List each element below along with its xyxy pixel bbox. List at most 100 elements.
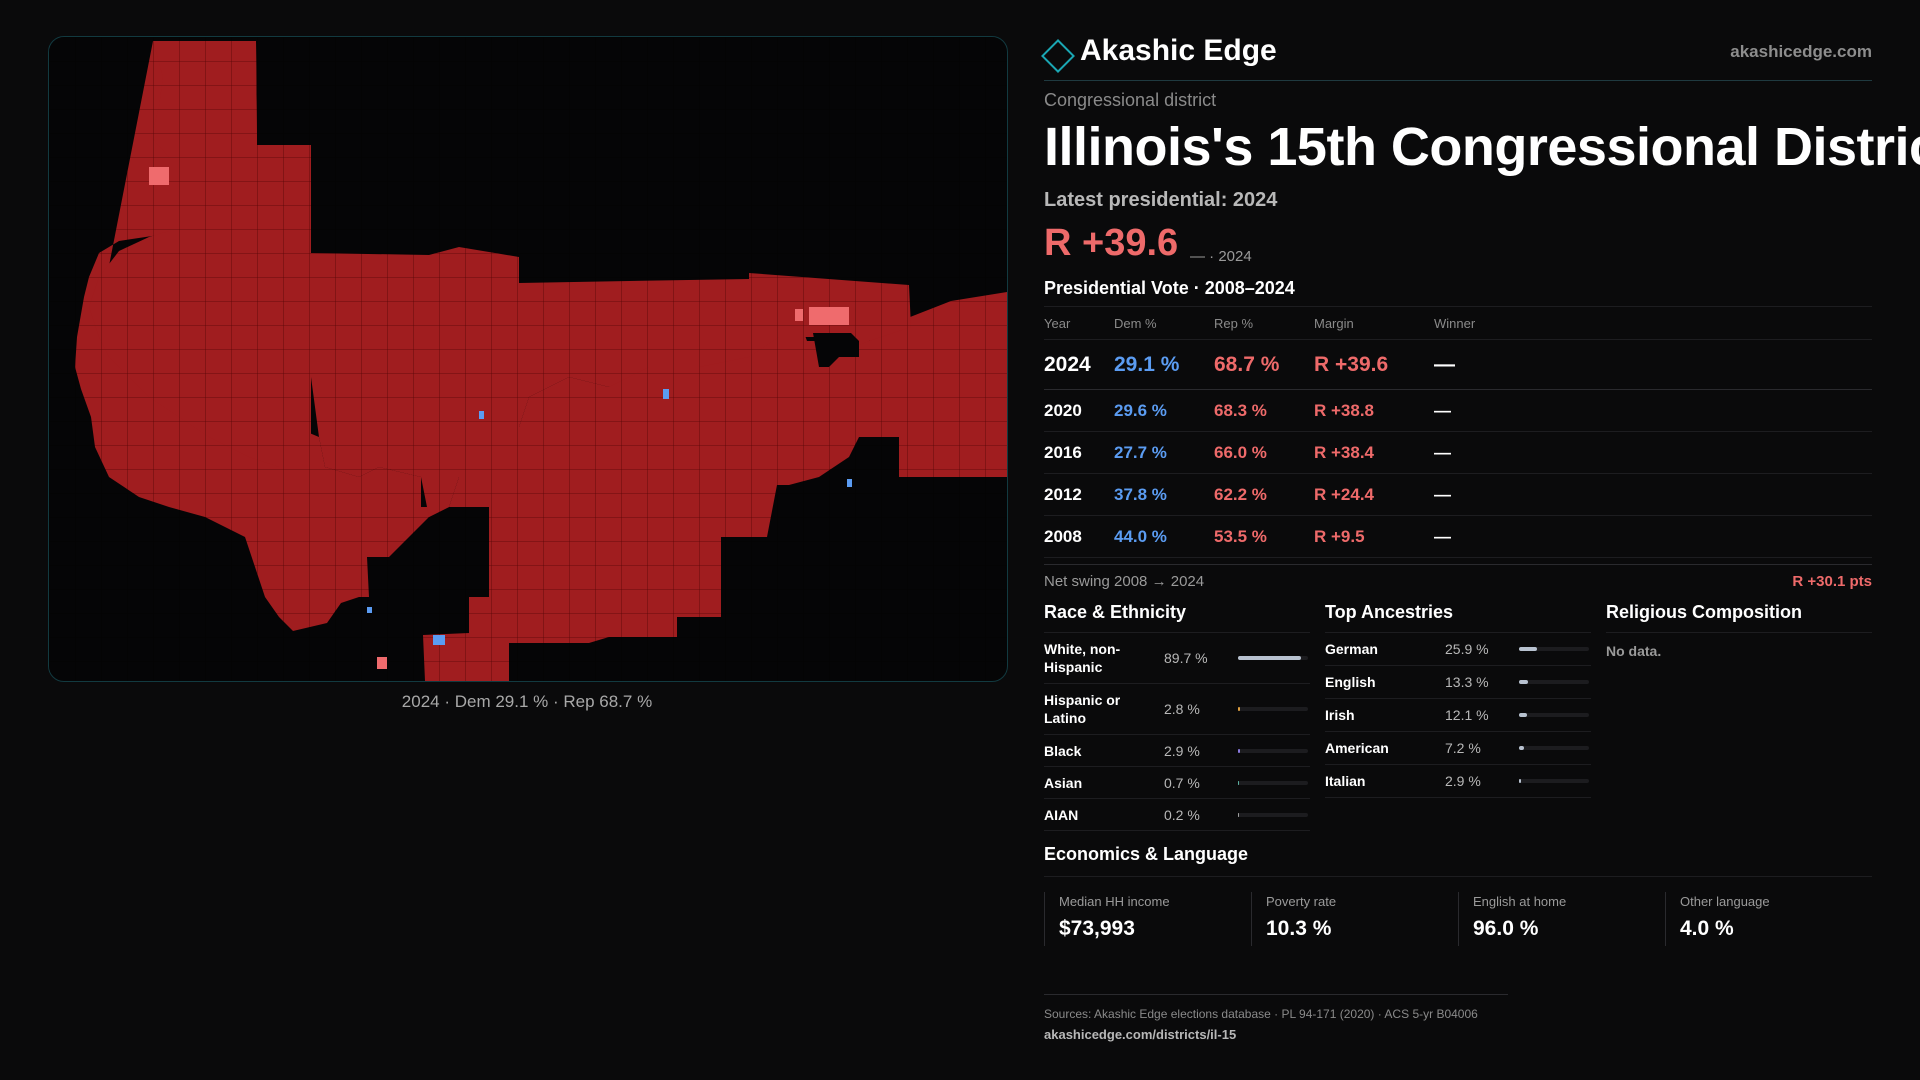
- stat-english-at-home: English at home 96.0 %: [1458, 892, 1665, 946]
- presidential-vote-title: Presidential Vote · 2008–2024: [1044, 278, 1295, 298]
- table-row: 2020 29.6 % 68.3 % R +38.8 —: [1044, 389, 1872, 432]
- race-value: 2.8 %: [1164, 701, 1200, 717]
- map-caption: 2024 · Dem 29.1 % · Rep 68.7 %: [401, 692, 653, 711]
- stat-label: Median HH income: [1059, 894, 1170, 909]
- table-header-row: Year Dem % Rep % Margin Winner: [1044, 306, 1872, 340]
- district-map-svg: [49, 37, 1007, 681]
- race-label: Asian: [1044, 774, 1083, 791]
- race-row: AIAN 0.2 %: [1044, 799, 1310, 831]
- ancestry-value: 7.2 %: [1445, 740, 1481, 756]
- footer-url-link[interactable]: akashicedge.com/districts/il-15: [1044, 1027, 1237, 1042]
- race-bar-fill: [1238, 656, 1301, 660]
- rep-light-patch-1: [149, 167, 169, 185]
- race-label: Hispanic or Latino: [1044, 692, 1121, 726]
- rep-light-patch-4: [377, 657, 387, 669]
- brand-header: Akashic Edge akashicedge.com: [1041, 30, 1872, 81]
- year-cell: 2024: [1044, 339, 1114, 390]
- economics-title: Economics & Language: [1044, 844, 1249, 864]
- year-cell: 2016: [1044, 431, 1114, 474]
- ancestries-block: Top Ancestries German 25.9 % English 13.…: [1325, 602, 1591, 798]
- dem-patch-4: [847, 479, 852, 487]
- dem-cell: 27.7 %: [1114, 431, 1214, 474]
- rep-cell: 53.5 %: [1214, 515, 1314, 558]
- ancestry-row: American 7.2 %: [1325, 732, 1591, 765]
- presidential-vote-table: Year Dem % Rep % Margin Winner 2024 29.1…: [1044, 306, 1872, 558]
- stat-value: 96.0 %: [1473, 917, 1539, 940]
- race-value: 89.7 %: [1164, 650, 1208, 666]
- stat-value: $73,993: [1059, 917, 1135, 940]
- race-bar: [1238, 748, 1308, 753]
- dem-patch-5: [367, 607, 372, 613]
- headline-margin: R +39.6: [1044, 222, 1179, 264]
- religion-title: Religious Composition: [1606, 602, 1802, 622]
- column-header-dem: Dem %: [1114, 306, 1214, 340]
- winner-cell: —: [1434, 431, 1872, 474]
- stat-value: 10.3 %: [1266, 917, 1332, 940]
- race-label: AIAN: [1044, 806, 1079, 823]
- rep-cell: 68.3 %: [1214, 389, 1314, 432]
- dem-cell: 44.0 %: [1114, 515, 1214, 558]
- margin-cell: R +38.4: [1314, 431, 1434, 474]
- dem-cell: 37.8 %: [1114, 473, 1214, 516]
- winner-cell: —: [1434, 515, 1872, 558]
- stat-median-income: Median HH income $73,993: [1044, 892, 1251, 946]
- table-row: 2016 27.7 % 66.0 % R +38.4 —: [1044, 431, 1872, 474]
- ancestry-bar-fill: [1519, 647, 1538, 651]
- ancestry-bar: [1519, 713, 1589, 717]
- table-row: 2024 29.1 % 68.7 % R +39.6 —: [1044, 339, 1872, 390]
- brand-url-link[interactable]: akashicedge.com: [1730, 42, 1872, 61]
- sources-text: Sources: Akashic Edge elections database…: [1044, 1007, 1478, 1021]
- ancestry-label: English: [1325, 674, 1376, 690]
- page-title: Illinois's 15th Congressional District: [1044, 117, 1920, 177]
- district-type-label: Congressional district: [1044, 90, 1217, 110]
- latest-presidential-label: Latest presidential: 2024: [1044, 189, 1278, 211]
- race-bar-fill: [1238, 812, 1240, 817]
- district-shape: [49, 37, 1007, 681]
- headline-margin-note: — · 2024: [1190, 248, 1252, 265]
- rep-cell: 66.0 %: [1214, 431, 1314, 474]
- margin-cell: R +9.5: [1314, 515, 1434, 558]
- race-value: 0.2 %: [1164, 806, 1200, 823]
- ancestry-label: Irish: [1325, 707, 1355, 723]
- race-row: Hispanic or Latino 2.8 %: [1044, 684, 1310, 735]
- column-header-winner: Winner: [1434, 306, 1872, 340]
- ancestry-value: 12.1 %: [1445, 707, 1489, 723]
- race-bar: [1238, 707, 1308, 711]
- footer: Sources: Akashic Edge elections database…: [1044, 994, 1508, 1042]
- race-label: Black: [1044, 742, 1082, 759]
- rep-cell: 62.2 %: [1214, 473, 1314, 516]
- race-bar: [1238, 780, 1308, 785]
- ancestry-label: German: [1325, 641, 1378, 657]
- race-bar: [1238, 656, 1308, 660]
- brand-name: Akashic Edge: [1080, 34, 1277, 67]
- stat-poverty-rate: Poverty rate 10.3 %: [1251, 892, 1458, 946]
- winner-cell: —: [1434, 473, 1872, 516]
- ancestry-bar: [1519, 647, 1589, 651]
- ancestry-row: English 13.3 %: [1325, 666, 1591, 699]
- stat-label: Poverty rate: [1266, 894, 1337, 909]
- stat-label: English at home: [1473, 894, 1567, 909]
- dem-patch-1: [433, 635, 445, 645]
- religion-block: Religious Composition No data.: [1606, 602, 1872, 659]
- ancestries-title: Top Ancestries: [1325, 602, 1454, 622]
- religion-empty-text: No data.: [1606, 643, 1662, 659]
- ancestry-bar-fill: [1519, 779, 1522, 783]
- winner-cell: —: [1434, 339, 1872, 390]
- ancestry-bar-fill: [1519, 713, 1528, 717]
- stat-label: Other language: [1680, 894, 1770, 909]
- ancestry-value: 25.9 %: [1445, 641, 1489, 657]
- map-overlays: [149, 167, 859, 669]
- district-map[interactable]: [48, 36, 1008, 682]
- ancestry-value: 13.3 %: [1445, 674, 1489, 690]
- rep-light-patch-3: [795, 309, 803, 321]
- race-bar-fill: [1238, 707, 1240, 711]
- race-bar-fill: [1238, 780, 1240, 785]
- economics-header: Economics & Language: [1044, 844, 1872, 877]
- diamond-logo-icon: [1041, 39, 1075, 73]
- column-header-rep: Rep %: [1214, 306, 1314, 340]
- ancestry-bar: [1519, 779, 1589, 783]
- column-header-year: Year: [1044, 306, 1114, 340]
- stat-other-language: Other language 4.0 %: [1665, 892, 1872, 946]
- race-ethnicity-block: Race & Ethnicity White, non-Hispanic 89.…: [1044, 602, 1310, 831]
- race-bar-fill: [1238, 748, 1241, 753]
